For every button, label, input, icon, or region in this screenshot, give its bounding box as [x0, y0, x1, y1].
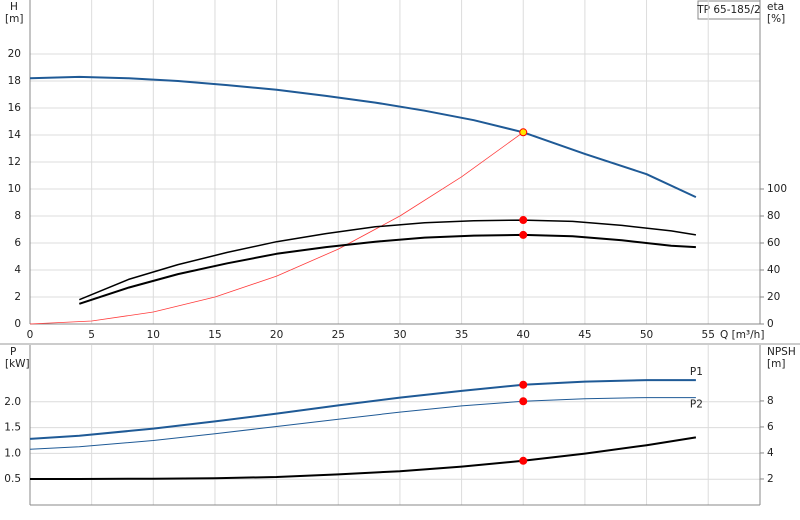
curve: [30, 436, 697, 480]
y-tick-label: 20: [8, 48, 21, 60]
x-tick-label: 5: [88, 329, 95, 341]
y-tick-label: 0.5: [4, 473, 21, 485]
x-tick-label: 40: [517, 329, 530, 341]
operating-point: [519, 456, 528, 465]
y2-axis-label: eta: [767, 1, 784, 13]
x-tick-label: 10: [147, 329, 160, 341]
y-tick-label: 10: [8, 183, 21, 195]
x-tick-label: 25: [332, 329, 345, 341]
y2-tick-label: 100: [767, 183, 787, 195]
y-tick-label: 1.0: [4, 447, 21, 459]
y2-tick-label: 6: [767, 421, 774, 433]
y-axis-unit: [m]: [5, 13, 23, 25]
y2-axis-label: NPSH: [767, 346, 796, 358]
operating-point: [519, 397, 528, 406]
y2-tick-label: 20: [767, 291, 780, 303]
y2-tick-label: 0: [767, 318, 774, 330]
chart-title: TP 65-185/2: [696, 4, 761, 16]
y-tick-label: 14: [8, 129, 22, 141]
operating-point: [519, 128, 528, 137]
x-tick-label: 30: [393, 329, 406, 341]
x-tick-label: 50: [640, 329, 653, 341]
y-tick-label: 16: [8, 102, 22, 114]
x-tick-label: 20: [270, 329, 283, 341]
y2-tick-label: 80: [767, 210, 780, 222]
y-tick-label: 8: [14, 210, 21, 222]
curve: [29, 131, 524, 325]
x-tick-label: 55: [702, 329, 715, 341]
operating-point: [519, 216, 528, 225]
y2-axis-unit: [%]: [767, 13, 785, 25]
operating-point: [519, 230, 528, 239]
y-tick-label: 18: [8, 75, 21, 87]
curve: [79, 219, 697, 301]
curve: [78, 233, 696, 305]
curve: [29, 397, 696, 450]
operating-point: [519, 380, 528, 389]
y2-tick-label: 60: [767, 237, 780, 249]
y-tick-label: 12: [8, 156, 21, 168]
y2-tick-label: 4: [767, 447, 774, 459]
x-tick-label: 35: [455, 329, 468, 341]
y-tick-label: 6: [14, 237, 21, 249]
y-tick-label: 0: [14, 318, 21, 330]
y2-tick-label: 8: [767, 395, 774, 407]
y-axis-unit: [kW]: [5, 358, 30, 370]
series-label: P2: [690, 399, 703, 411]
x-tick-label: 15: [208, 329, 221, 341]
y-tick-label: 4: [14, 264, 21, 276]
y2-axis-unit: [m]: [767, 358, 785, 370]
y-axis-label: P: [10, 346, 16, 358]
x-tick-label: 45: [578, 329, 591, 341]
y-tick-label: 2.0: [4, 396, 21, 408]
x-axis-label: Q [m³/h]: [720, 329, 764, 341]
curve: [29, 75, 697, 199]
y2-tick-label: 2: [767, 473, 774, 485]
x-tick-label: 0: [27, 329, 34, 341]
y2-tick-label: 40: [767, 264, 780, 276]
y-tick-label: 1.5: [4, 422, 21, 434]
curve: [29, 379, 696, 440]
series-label: P1: [690, 366, 703, 378]
y-tick-label: 2: [14, 291, 21, 303]
y-axis-label: H: [10, 1, 18, 13]
